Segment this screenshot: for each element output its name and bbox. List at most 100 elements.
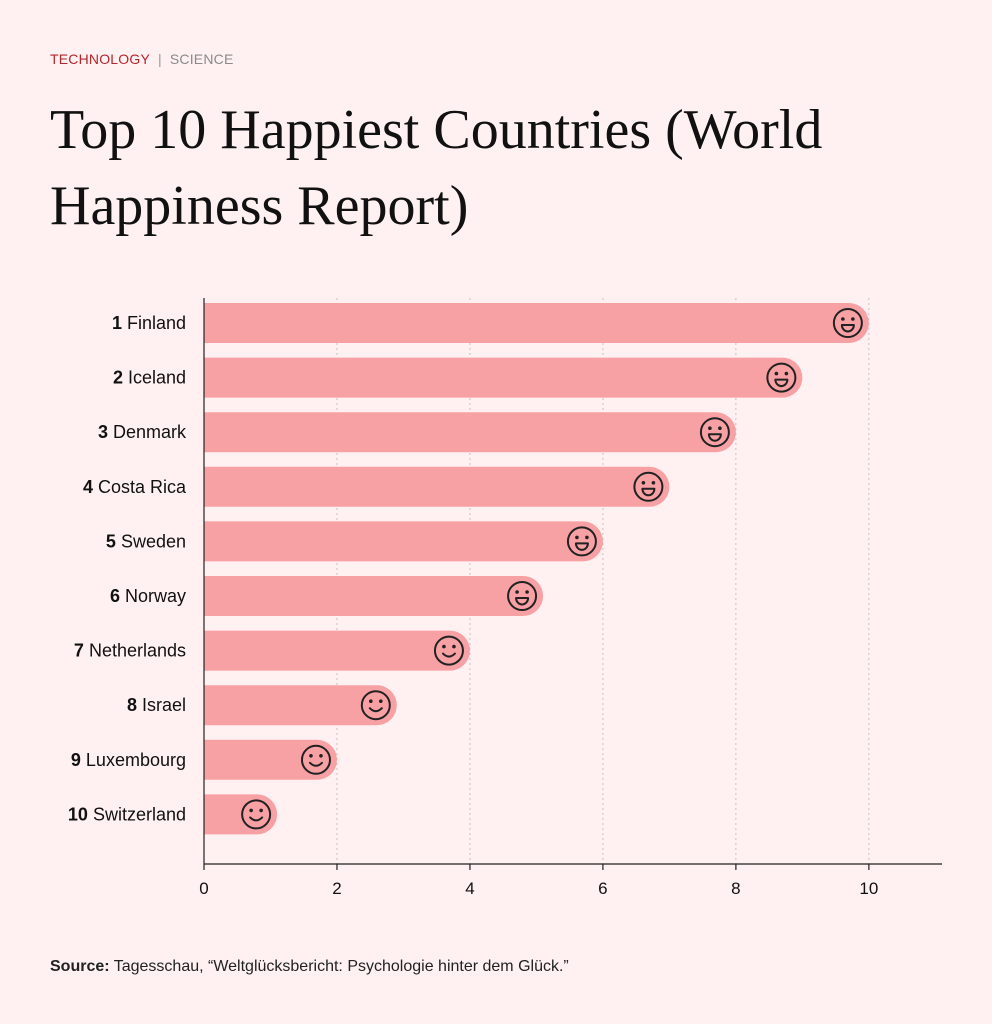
x-tick-label: 0 [199, 879, 208, 898]
face-eye [452, 644, 456, 649]
face-mouth [707, 433, 722, 442]
face-outline [433, 635, 464, 666]
category-name: Netherlands [84, 641, 186, 661]
bar [204, 521, 603, 562]
category-name: Israel [137, 695, 186, 715]
face-eye [379, 699, 383, 703]
face-eye [309, 754, 313, 758]
face-outline [360, 690, 391, 721]
grinning-face-icon [832, 308, 863, 338]
category-label: 9 Luxembourg [71, 750, 186, 770]
face-eye [774, 371, 779, 376]
category-science[interactable]: SCIENCE [169, 51, 234, 67]
face-mouth [641, 487, 656, 497]
face-outline [300, 744, 331, 775]
face-mouth [840, 324, 855, 333]
category-rank: 6 [110, 586, 120, 606]
face-eye [515, 590, 519, 594]
category-name: Iceland [123, 368, 186, 388]
category-label: 3 Denmark [98, 422, 187, 442]
face-eye [641, 481, 646, 485]
category-name: Luxembourg [81, 750, 186, 770]
bar [204, 466, 670, 507]
category-name: Denmark [108, 422, 187, 442]
category-name: Finland [122, 313, 186, 333]
face-outline [566, 526, 597, 557]
category-rank: 10 [68, 804, 88, 824]
smiling-face-icon [241, 799, 272, 830]
source-note: Source: Tagesschau, “Weltglücksbericht: … [50, 958, 569, 976]
grinning-face-icon [633, 471, 664, 502]
face-outline [633, 471, 664, 502]
bar [204, 412, 736, 453]
face-mouth [368, 707, 383, 713]
smiling-face-icon [300, 744, 331, 775]
category-label: 1 Finland [112, 313, 186, 333]
category-name: Switzerland [88, 804, 186, 824]
face-eye [369, 699, 373, 703]
category-breadcrumb: TECHNOLOGY | SCIENCE [50, 51, 234, 67]
category-rank: 2 [113, 368, 123, 388]
source-label: Source: [50, 958, 110, 975]
grinning-face-icon [699, 417, 730, 448]
category-rank: 9 [71, 750, 81, 770]
face-outline [832, 308, 863, 338]
face-eye [442, 644, 446, 649]
face-eye [259, 808, 263, 813]
bar [204, 576, 544, 616]
face-eye [249, 808, 253, 813]
category-rank: 3 [98, 422, 108, 442]
face-mouth [249, 816, 264, 822]
category-label: 2 Iceland [113, 368, 186, 388]
face-eye [708, 426, 712, 430]
category-label: 6 Norway [110, 586, 186, 606]
face-outline [241, 799, 272, 830]
category-label: 8 Israel [127, 695, 186, 715]
face-eye [784, 371, 789, 376]
x-tick-label: 8 [731, 879, 740, 898]
face-eye [585, 535, 589, 540]
bar [204, 303, 869, 343]
category-label: 10 Switzerland [68, 804, 186, 824]
category-label: 4 Costa Rica [83, 477, 187, 497]
category-rank: 8 [127, 695, 137, 715]
bar [204, 794, 278, 835]
category-rank: 7 [74, 641, 84, 661]
category-label: 5 Sweden [106, 531, 186, 551]
face-mouth [774, 378, 789, 388]
face-eye [841, 317, 845, 321]
category-name: Costa Rica [93, 477, 187, 497]
face-mouth [515, 597, 530, 606]
bar [204, 739, 337, 780]
face-mouth [441, 652, 456, 658]
bar [204, 357, 803, 398]
face-eye [319, 754, 323, 758]
grinning-face-icon [766, 362, 797, 393]
x-tick-label: 10 [859, 879, 878, 898]
category-label: 7 Netherlands [74, 641, 186, 661]
category-rank: 4 [83, 477, 93, 497]
x-tick-label: 2 [332, 879, 341, 898]
page-title: Top 10 Happiest Countries (World Happine… [50, 99, 823, 237]
face-mouth [574, 542, 589, 551]
face-eye [525, 590, 529, 594]
grinning-face-icon [566, 526, 597, 557]
category-name: Norway [120, 586, 186, 606]
category-technology[interactable]: TECHNOLOGY [50, 51, 151, 67]
x-tick-label: 4 [465, 879, 474, 898]
face-outline [699, 417, 730, 448]
face-outline [766, 362, 797, 393]
x-tick-label: 6 [598, 879, 607, 898]
face-eye [575, 535, 579, 540]
bar [204, 630, 470, 671]
smiling-face-icon [433, 635, 464, 666]
face-eye [851, 317, 855, 321]
source-text: Tagesschau, “Weltglücksbericht: Psycholo… [109, 958, 569, 975]
face-mouth [308, 761, 323, 767]
face-eye [718, 426, 722, 430]
face-eye [651, 481, 656, 485]
category-rank: 5 [106, 531, 116, 551]
breadcrumb-separator: | [158, 51, 162, 67]
grinning-face-icon [507, 581, 538, 611]
